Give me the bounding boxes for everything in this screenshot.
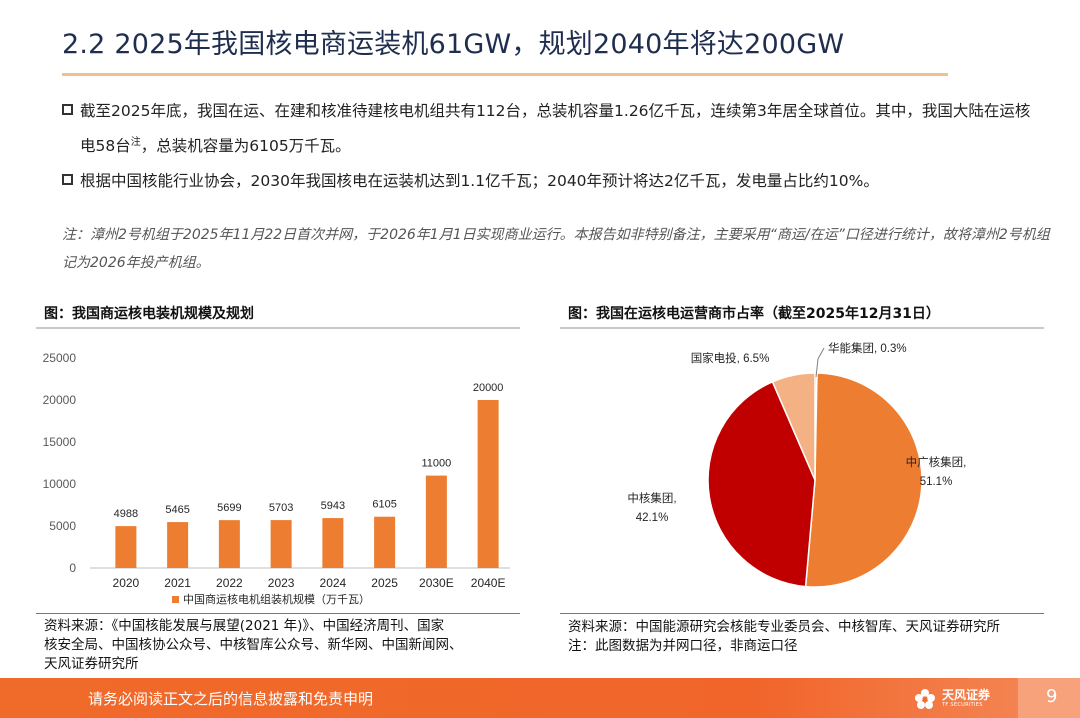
checkbox-bullet-icon: [62, 104, 73, 115]
x-tick-label: 2024: [320, 576, 347, 590]
title-divider: [62, 73, 948, 76]
disclaimer-text: 请务必阅读正文之后的信息披露和免责申明: [88, 690, 374, 708]
leader-line: [815, 347, 825, 378]
data-label: 20000: [473, 382, 504, 394]
bar: [477, 400, 499, 568]
y-tick-label: 5000: [49, 519, 76, 533]
left-source-line-2: 核安全局、中国核协公众号、中核智库公众号、新华网、中国新闻网、: [44, 637, 463, 653]
y-tick-label: 0: [69, 561, 76, 575]
pie-slice: [804, 372, 923, 588]
left-source-line-3: 天风证券研究所: [44, 656, 139, 672]
logo-en-text: TF SECURITIES: [942, 702, 983, 708]
bar: [425, 475, 447, 568]
pie-label: 华能集团, 0.3%: [828, 341, 907, 355]
pie-slice: [707, 380, 816, 588]
x-tick-label: 2030E: [419, 576, 454, 590]
data-label: 5703: [269, 502, 293, 514]
right-source: 资料来源：中国能源研究会核能专业委员会、中核智库、天风证券研究所 注：此图数据为…: [568, 618, 1048, 656]
bullet-text-1: 截至2025年底，我国在运、在建和核准待建核电机组共有112台，总装机容量1.2…: [62, 96, 1042, 162]
right-source-rule: [560, 613, 1044, 614]
x-tick-label: 2025: [371, 576, 398, 590]
legend-label: 中国商运核电机组装机规模（万千瓦）: [183, 592, 370, 606]
x-tick-label: 2022: [216, 576, 243, 590]
checkbox-bullet-icon: [62, 174, 73, 185]
data-label: 6105: [372, 499, 396, 511]
left-source: 资料来源：《中国核能发展与展望(2021 年)》、中国经济周刊、国家 核安全局、…: [44, 617, 524, 674]
flower-logo-icon: [915, 689, 935, 709]
data-label: 5699: [217, 502, 241, 514]
right-figure-title: 图：我国在运核电运营商市占率（截至2025年12月31日）: [568, 306, 940, 322]
pie-slice: [771, 372, 816, 481]
x-tick-label: 2040E: [471, 576, 506, 590]
x-tick-label: 2021: [164, 576, 191, 590]
right-source-line-1: 资料来源：中国能源研究会核能专业委员会、中核智库、天风证券研究所: [568, 619, 1000, 635]
footnote-mark: 注: [130, 137, 141, 148]
legend-swatch: [172, 596, 179, 603]
right-figure-title-rule: [560, 327, 1044, 329]
y-tick-label: 25000: [43, 351, 77, 365]
bar: [167, 522, 189, 568]
x-tick-label: 2023: [268, 576, 295, 590]
footnote: 注：漳州2号机组于2025年11月22日首次并网，于2026年1月1日实现商业运…: [62, 227, 1050, 271]
footer-bar: 请务必阅读正文之后的信息披露和免责申明 天风证券 TF SECURITIES 9: [0, 678, 1080, 718]
left-figure-title-rule: [36, 327, 520, 329]
data-label: 4988: [114, 508, 138, 520]
page-number-box: [1018, 678, 1080, 718]
bullet-text-1b: ，总装机容量为6105万千瓦。: [140, 137, 351, 156]
bar: [270, 520, 292, 568]
data-label: 5943: [321, 500, 345, 512]
bullet-text-1a: 截至2025年底，我国在运、在建和核准待建核电机组共有112台，总装机容量1.2…: [80, 102, 1031, 156]
bullet-item-2: 根据中国核能行业协会，2030年我国核电在运装机达到1.1亿千瓦；2040年预计…: [62, 166, 1042, 197]
right-source-line-2: 注：此图数据为并网口径，非商运口径: [568, 638, 798, 654]
data-label: 5465: [165, 504, 189, 516]
logo-cn-text: 天风证券: [942, 688, 991, 702]
y-tick-label: 20000: [43, 393, 77, 407]
left-figure-title: 图：我国商运核电装机规模及规划: [44, 306, 254, 322]
pie-label-name: 中核集团,: [627, 491, 676, 505]
left-source-rule: [36, 613, 520, 614]
y-tick-label: 15000: [43, 435, 77, 449]
company-logo: 天风证券 TF SECURITIES: [912, 684, 1012, 714]
bar: [374, 516, 396, 568]
bar-chart: 25000 20000 15000 10000 5000 0 4988 2020 5465 202…: [43, 351, 510, 606]
data-label: 11000: [421, 458, 451, 470]
page-number: 9: [1046, 686, 1058, 707]
left-source-line-1: 资料来源：《中国核能发展与展望(2021 年)》、中国经济周刊、国家: [44, 618, 445, 634]
bar: [322, 518, 344, 568]
y-tick-label: 10000: [43, 477, 77, 491]
x-tick-label: 2020: [113, 576, 140, 590]
page-title: 2.2 2025年我国核电商运装机61GW，规划2040年将达200GW: [62, 29, 845, 60]
pie-chart: 华能集团, 0.3% 中广核集团, 51.1% 中核集团, 42.1% 国家电投, 6.5…: [627, 341, 967, 588]
bullet-item-1: 截至2025年底，我国在运、在建和核准待建核电机组共有112台，总装机容量1.2…: [62, 96, 1042, 162]
bar: [218, 520, 240, 568]
pie-label: 国家电投, 6.5%: [691, 351, 770, 365]
bullet-text-2: 根据中国核能行业协会，2030年我国核电在运装机达到1.1亿千瓦；2040年预计…: [80, 172, 879, 190]
bar: [115, 526, 137, 568]
pie-label-name: 中广核集团,: [906, 455, 967, 469]
pie-label-value: 42.1%: [636, 512, 669, 524]
pie-label-value: 51.1%: [920, 476, 953, 488]
